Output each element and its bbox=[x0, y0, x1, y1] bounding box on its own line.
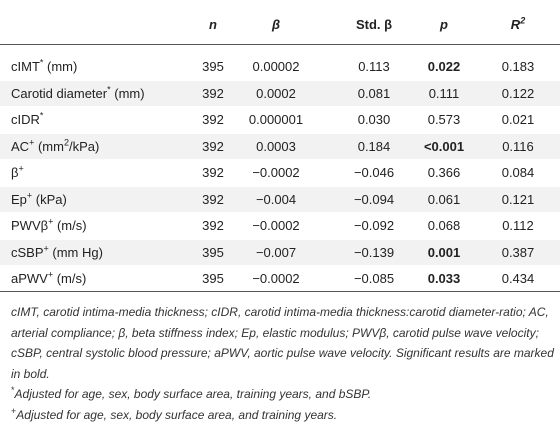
cell-std-beta: −0.046 bbox=[353, 165, 395, 180]
header-beta: β bbox=[271, 17, 281, 32]
cell-std-beta: 0.081 bbox=[357, 85, 391, 101]
table-row: Ep+ (kPa) 392 −0.004 −0.094 0.061 0.121 bbox=[0, 186, 560, 212]
cell-std-beta: 0.030 bbox=[357, 112, 391, 127]
cell-std-beta: 0.184 bbox=[357, 138, 391, 154]
cell-std-beta: 0.113 bbox=[358, 59, 390, 74]
abbreviations-note: cIMT, carotid intima-media thickness; cI… bbox=[11, 305, 554, 381]
row-label: Carotid diameter* (mm) bbox=[11, 84, 145, 101]
header-r2: R2 bbox=[510, 15, 526, 32]
cell-r2: 0.021 bbox=[501, 112, 535, 127]
header-std-beta: Std. β bbox=[355, 17, 393, 32]
cell-n: 395 bbox=[202, 271, 224, 286]
table-row: cIMT* (mm) 395 0.00002 0.113 0.022 0.183 bbox=[0, 54, 560, 79]
cell-r2: 0.434 bbox=[501, 271, 535, 286]
cell-r2: 0.116 bbox=[502, 138, 534, 154]
cell-p: 0.068 bbox=[427, 218, 461, 233]
cell-p: 0.573 bbox=[427, 112, 461, 127]
star-footnote: *Adjusted for age, sex, body surface are… bbox=[11, 385, 372, 402]
cell-beta: −0.004 bbox=[255, 191, 297, 207]
table-row: β+ 392 −0.0002 −0.046 0.366 0.084 bbox=[0, 160, 560, 185]
cell-p: 0.022 bbox=[427, 59, 461, 74]
cell-p: <0.001 bbox=[423, 138, 465, 154]
row-label: cIMT* (mm) bbox=[11, 57, 78, 74]
table-row: cIDR* 392 0.000001 0.030 0.573 0.021 bbox=[0, 107, 560, 132]
cell-r2: 0.084 bbox=[501, 165, 535, 180]
row-label: PWVβ+ (m/s) bbox=[11, 216, 87, 233]
bottom-rule bbox=[0, 291, 560, 292]
header-n: n bbox=[209, 17, 217, 32]
cell-n: 392 bbox=[202, 138, 224, 154]
cell-n: 392 bbox=[202, 191, 224, 207]
cell-beta: 0.0002 bbox=[256, 85, 296, 101]
cell-p: 0.111 bbox=[428, 85, 460, 101]
cell-beta: 0.000001 bbox=[248, 112, 304, 127]
row-label: Ep+ (kPa) bbox=[11, 190, 67, 207]
table-row: AC+ (mm2/kPa) 392 0.0003 0.184 <0.001 0.116 bbox=[0, 133, 560, 159]
table-row: PWVβ+ (m/s) 392 −0.0002 −0.092 0.068 0.112 bbox=[0, 213, 560, 238]
cell-r2: 0.122 bbox=[501, 85, 535, 101]
cell-beta: 0.00002 bbox=[252, 59, 300, 74]
plus-footnote: +Adjusted for age, sex, body surface are… bbox=[11, 405, 338, 422]
cell-beta: −0.0002 bbox=[252, 165, 300, 180]
table-row: Carotid diameter* (mm) 392 0.0002 0.081 0.11… bbox=[0, 80, 560, 106]
cell-r2: 0.112 bbox=[502, 218, 534, 233]
cell-std-beta: −0.085 bbox=[353, 271, 395, 286]
header-rule bbox=[0, 44, 560, 45]
cell-std-beta: −0.092 bbox=[353, 218, 395, 233]
table-header-row: n β Std. β p R2 bbox=[0, 12, 560, 37]
cell-r2: 0.183 bbox=[501, 59, 535, 74]
cell-p: 0.033 bbox=[427, 271, 461, 286]
row-label: cIDR* bbox=[11, 110, 44, 127]
cell-std-beta: −0.139 bbox=[353, 244, 395, 260]
cell-n: 395 bbox=[202, 244, 224, 260]
cell-n: 395 bbox=[202, 59, 224, 74]
table-row: cSBP+ (mm Hg) 395 −0.007 −0.139 0.001 0.387 bbox=[0, 239, 560, 265]
row-label: β+ bbox=[11, 163, 24, 180]
cell-r2: 0.121 bbox=[501, 191, 535, 207]
cell-n: 392 bbox=[202, 112, 224, 127]
cell-n: 392 bbox=[202, 165, 224, 180]
header-p: p bbox=[440, 17, 448, 32]
cell-p: 0.366 bbox=[427, 165, 461, 180]
cell-beta: −0.0002 bbox=[252, 271, 300, 286]
table-footnotes: cIMT, carotid intima-media thickness; cI… bbox=[11, 302, 556, 425]
row-label: AC+ (mm2/kPa) bbox=[11, 137, 100, 154]
cell-r2: 0.387 bbox=[501, 244, 535, 260]
cell-p: 0.001 bbox=[427, 244, 461, 260]
cell-p: 0.061 bbox=[427, 191, 461, 207]
cell-beta: −0.007 bbox=[255, 244, 297, 260]
table-row: aPWV+ (m/s) 395 −0.0002 −0.085 0.033 0.434 bbox=[0, 266, 560, 291]
cell-n: 392 bbox=[202, 218, 224, 233]
row-label: cSBP+ (mm Hg) bbox=[11, 243, 103, 260]
row-label: aPWV+ (m/s) bbox=[11, 269, 87, 286]
cell-std-beta: −0.094 bbox=[353, 191, 395, 207]
cell-beta: −0.0002 bbox=[252, 218, 300, 233]
cell-beta: 0.0003 bbox=[256, 138, 296, 154]
cell-n: 392 bbox=[202, 85, 224, 101]
